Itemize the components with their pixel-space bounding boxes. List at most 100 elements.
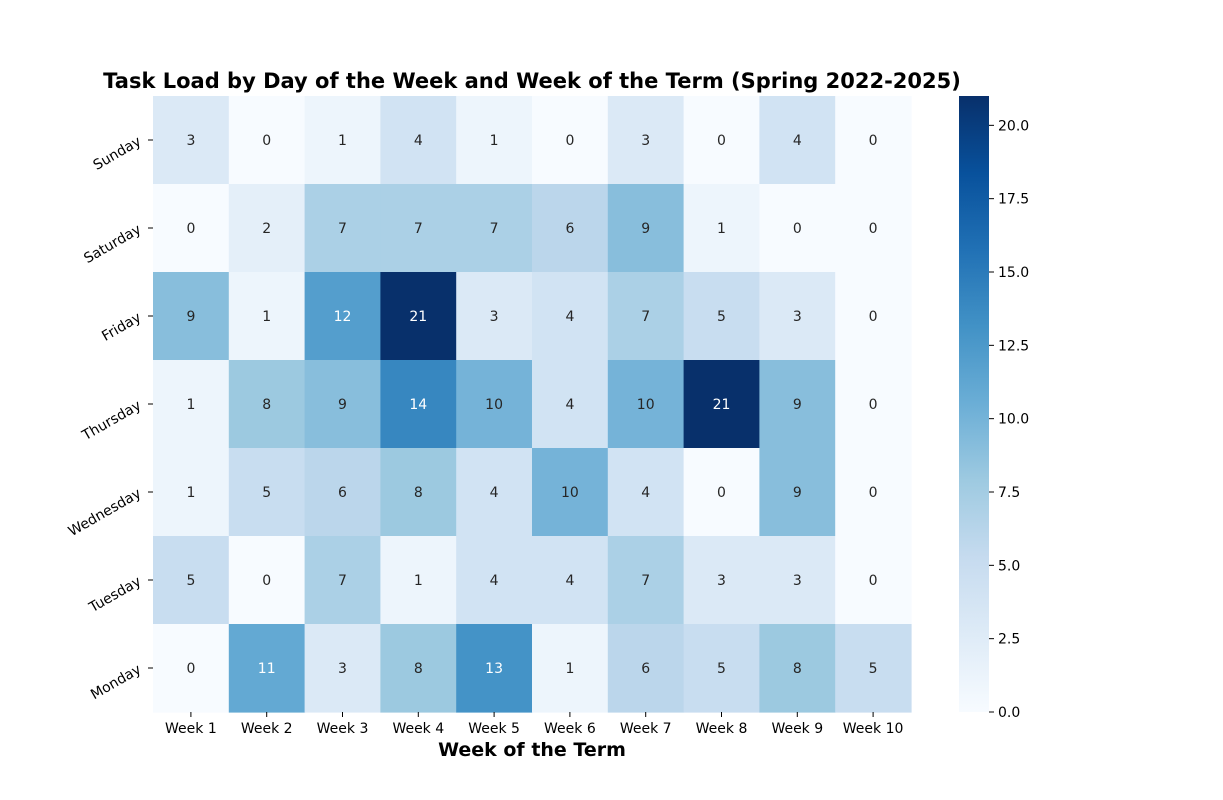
cell-value-label: 7: [641, 573, 650, 589]
cell-value-label: 14: [409, 397, 427, 413]
heatmap-cell: [683, 536, 760, 625]
heatmap-cell: [835, 448, 912, 537]
heatmap-cell: [228, 448, 306, 537]
heatmap-cell: [304, 96, 381, 185]
heatmap-cell: [607, 624, 685, 713]
heatmap-cell: [607, 272, 685, 361]
x-tick-label: Week 3: [317, 721, 369, 737]
cell-value-label: 0: [869, 133, 878, 149]
heatmap-cell: [607, 448, 685, 537]
cell-value-label: 5: [262, 485, 271, 501]
cell-value-label: 0: [717, 133, 726, 149]
cell-value-label: 9: [338, 397, 347, 413]
cell-value-label: 0: [869, 221, 878, 237]
heatmap-cell: [759, 448, 836, 537]
heatmap-cell: [380, 536, 457, 625]
heatmap-cell: [153, 184, 230, 273]
heatmap-cell-labels: 3 0 1 4 1 0 3 0 4 00 2 7 7 7 6 9 1 0 09 1 12 21 3 4 7 5 3 01 8 9 14 10 4…: [186, 133, 877, 677]
y-axis: Sunday Saturday Friday Thursday Wednesday Tue…: [66, 134, 153, 703]
cell-value-label: 21: [713, 397, 731, 413]
x-axis-title: Week of the Term: [438, 739, 626, 761]
cell-value-label: 3: [186, 133, 195, 149]
heatmap-cell: [532, 96, 609, 185]
cell-value-label: 7: [338, 573, 347, 589]
colorbar-gradient: [959, 96, 989, 712]
cell-value-label: 4: [641, 485, 650, 501]
heatmap-cell: [153, 624, 230, 713]
heatmap-cell: [380, 272, 457, 361]
heatmap-cell: [607, 96, 685, 185]
cell-value-label: 7: [641, 309, 650, 325]
cell-value-label: 6: [641, 661, 650, 677]
cell-value-label: 8: [793, 661, 802, 677]
x-tick-label: Week 10: [843, 721, 904, 737]
cell-value-label: 13: [485, 661, 503, 677]
heatmap-cell: [380, 624, 457, 713]
y-tick-label: Wednesday: [66, 486, 144, 540]
cell-value-label: 8: [414, 485, 423, 501]
cell-value-label: 0: [869, 309, 878, 325]
cell-value-label: 0: [186, 221, 195, 237]
heatmap-cell: [683, 360, 760, 449]
cell-value-label: 1: [717, 221, 726, 237]
cell-value-label: 10: [561, 485, 579, 501]
heatmap-cell: [532, 624, 609, 713]
y-tick-label: Sunday: [91, 134, 144, 174]
x-tick-label: Week 4: [392, 721, 444, 737]
heatmap-cell: [456, 360, 533, 449]
cell-value-label: 1: [186, 485, 195, 501]
cell-value-label: 1: [490, 133, 499, 149]
cell-value-label: 0: [793, 221, 802, 237]
cell-value-label: 8: [262, 397, 271, 413]
x-tick-label: Week 5: [468, 721, 520, 737]
y-tick-label: Thursday: [79, 398, 144, 445]
heatmap-cells: [153, 96, 912, 713]
chart-title: Task Load by Day of the Week and Week of…: [103, 69, 961, 93]
cell-value-label: 0: [262, 573, 271, 589]
heatmap-cell: [304, 184, 381, 273]
cell-value-label: 2: [262, 221, 271, 237]
cell-value-label: 3: [793, 573, 802, 589]
colorbar-tick-label: 5.0: [998, 558, 1020, 574]
cell-value-label: 12: [334, 309, 352, 325]
x-tick-label: Week 2: [241, 721, 293, 737]
heatmap-cell: [380, 184, 457, 273]
heatmap-cell: [835, 624, 912, 713]
x-axis: Week 1 Week 2 Week 3 Week 4 Week 5 Week 6 Week…: [165, 712, 903, 737]
heatmap-cell: [153, 96, 230, 185]
cell-value-label: 5: [869, 661, 878, 677]
heatmap-cell: [759, 96, 836, 185]
y-tick-label: Saturday: [81, 222, 144, 267]
heatmap-cell: [835, 536, 912, 625]
x-tick-label: Week 9: [771, 721, 823, 737]
heatmap-cell: [759, 536, 836, 625]
heatmap-cell: [153, 272, 230, 361]
cell-value-label: 7: [414, 221, 423, 237]
heatmap-cell: [532, 272, 609, 361]
heatmap-cell: [532, 184, 609, 273]
heatmap-cell: [456, 448, 533, 537]
heatmap-cell: [532, 360, 609, 449]
cell-value-label: 6: [338, 485, 347, 501]
heatmap-cell: [456, 272, 533, 361]
heatmap-cell: [759, 272, 836, 361]
cell-value-label: 0: [186, 661, 195, 677]
cell-value-label: 9: [793, 397, 802, 413]
heatmap-cell: [153, 536, 230, 625]
cell-value-label: 1: [186, 397, 195, 413]
heatmap-cell: [304, 536, 381, 625]
heatmap-cell: [607, 184, 685, 273]
cell-value-label: 3: [338, 661, 347, 677]
heatmap-cell: [683, 96, 760, 185]
x-tick-label: Week 7: [620, 721, 672, 737]
colorbar-tick-label: 12.5: [998, 338, 1029, 354]
cell-value-label: 11: [258, 661, 276, 677]
colorbar-tick-label: 17.5: [998, 192, 1029, 208]
cell-value-label: 4: [565, 573, 574, 589]
heatmap-cell: [228, 272, 306, 361]
cell-value-label: 4: [565, 309, 574, 325]
heatmap-cell: [759, 624, 836, 713]
cell-value-label: 6: [565, 221, 574, 237]
heatmap-cell: [456, 184, 533, 273]
